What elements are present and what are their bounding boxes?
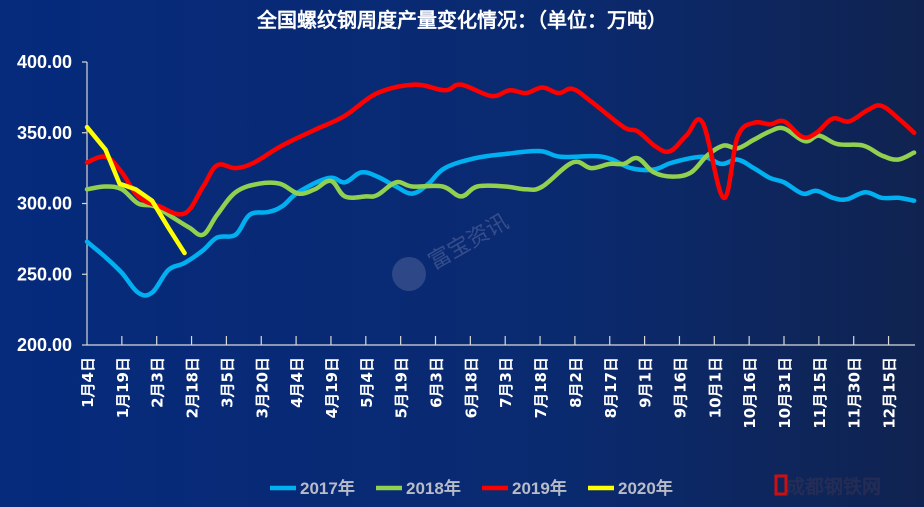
x-tick-label: 7月18日 (532, 357, 550, 418)
x-tick-label: 7月3日 (497, 357, 515, 408)
y-tick-label: 250.00 (17, 264, 72, 284)
y-tick-label: 400.00 (17, 52, 72, 72)
y-tick-label: 300.00 (17, 194, 72, 214)
y-tick-label: 350.00 (17, 123, 72, 143)
x-tick-label: 5月4日 (358, 357, 376, 408)
x-tick-label: 9月1日 (637, 357, 655, 408)
x-tick-label: 2月18日 (184, 357, 202, 418)
watermark-logo-icon (392, 257, 426, 291)
x-tick-label: 10月31日 (776, 357, 794, 429)
legend-label: 2018年 (406, 478, 461, 498)
series-line-2020年 (84, 124, 187, 256)
x-tick-label: 11月15日 (811, 357, 829, 429)
y-axis-labels: 200.00 250.00 300.00 350.00 400.00 (17, 52, 72, 355)
legend-label: 2020年 (618, 478, 673, 498)
legend: 2017年 2018年 2019年 2020年 (270, 478, 673, 498)
x-tick-label: 8月17日 (602, 357, 620, 418)
series-lines (84, 82, 917, 298)
x-tick-label: 10月1日 (706, 357, 724, 418)
x-tick-label: 9月16日 (671, 357, 689, 418)
series-line-2018年 (84, 125, 917, 238)
x-tick-label: 1月19日 (114, 357, 132, 418)
site-logo: 成都钢铁网 (774, 474, 881, 498)
x-tick-label: 3月20日 (253, 357, 271, 418)
x-tick-label: 4月4日 (288, 357, 306, 408)
site-logo-text: 成都钢铁网 (786, 475, 881, 498)
x-tick-label: 4月19日 (323, 357, 341, 418)
y-tick-label: 200.00 (17, 335, 72, 355)
x-tick-label: 12月15日 (881, 357, 899, 429)
x-tick-label: 10月16日 (741, 357, 759, 429)
x-tick-label: 6月3日 (428, 357, 446, 408)
legend-label: 2017年 (300, 478, 355, 498)
x-tick-label: 1月4日 (79, 357, 97, 408)
site-logo-mark (774, 474, 788, 496)
x-tick-label: 5月19日 (393, 357, 411, 418)
x-tick-label: 6月18日 (462, 357, 480, 418)
axes (82, 61, 915, 346)
x-axis-labels: 1月4日 1月19日 2月3日 2月18日 3月5日 3月20日 4月4日 4月19日 5月4日… (79, 357, 899, 429)
x-tick-label: 3月5日 (218, 357, 236, 408)
chart-title: 全国螺纹钢周度产量变化情况：（单位：万吨） (256, 8, 667, 32)
series-line-2019年 (84, 82, 917, 217)
x-tick-label: 8月2日 (567, 357, 585, 408)
x-tick-label: 11月30日 (846, 357, 864, 429)
x-tick-label: 2月3日 (149, 357, 167, 408)
series-line-2017年 (84, 148, 917, 298)
legend-label: 2019年 (512, 478, 567, 498)
